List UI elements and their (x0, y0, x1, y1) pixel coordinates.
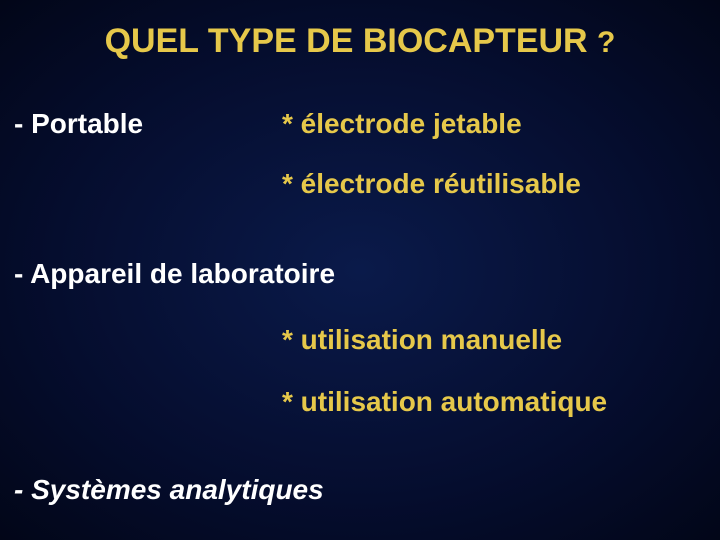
sub-utilisation-automatique: * utilisation automatique (282, 386, 607, 418)
sub-utilisation-manuelle: * utilisation manuelle (282, 324, 562, 356)
title-qmark: ? (597, 26, 615, 59)
heading-systemes: - Systèmes analytiques (14, 474, 324, 506)
slide-title: QUEL TYPE DE BIOCAPTEUR ? (0, 22, 720, 61)
heading-appareil: - Appareil de laboratoire (14, 258, 335, 290)
sub-electrode-jetable: * électrode jetable (282, 108, 522, 140)
title-text: QUEL TYPE DE BIOCAPTEUR (105, 22, 597, 60)
sub-electrode-reutilisable: * électrode réutilisable (282, 168, 581, 200)
heading-portable: - Portable (14, 108, 143, 140)
